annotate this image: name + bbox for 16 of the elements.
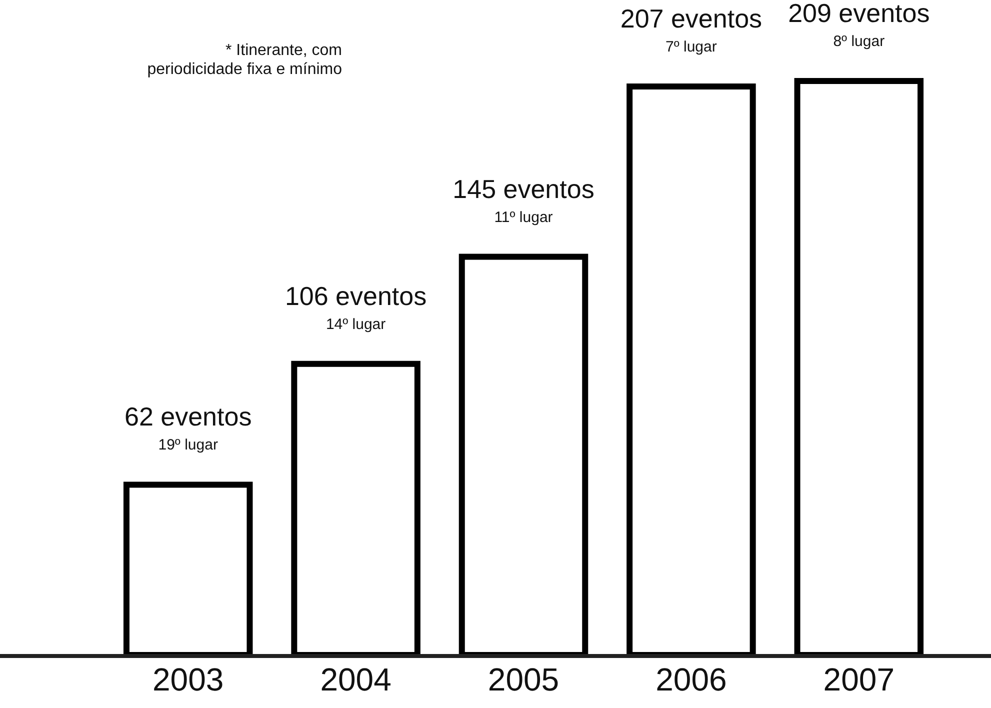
annotation: 7º lugar bbox=[666, 38, 717, 56]
x-tick-label: 2005 bbox=[488, 662, 560, 698]
x-tick-label: 2007 bbox=[823, 662, 894, 698]
data-label: 207 eventos bbox=[620, 3, 762, 34]
annotation: 14º lugar bbox=[326, 316, 386, 333]
x-tick-label: 2003 bbox=[152, 662, 224, 698]
annotation: 11º lugar bbox=[494, 208, 553, 226]
annotation: 19º lugar bbox=[158, 436, 218, 454]
data-label: 209 eventos bbox=[788, 0, 930, 28]
data-label: 106 eventos bbox=[284, 280, 427, 311]
data-label: 62 eventos bbox=[124, 402, 252, 432]
annotation: 8º lugar bbox=[833, 33, 885, 50]
x-tick-label: 2004 bbox=[320, 662, 392, 698]
x-tick-label: 2006 bbox=[656, 662, 727, 698]
data-label: 145 eventos bbox=[452, 174, 594, 204]
text: * Itinerante, com periodicidade fixa e mínimo bbox=[147, 42, 342, 78]
